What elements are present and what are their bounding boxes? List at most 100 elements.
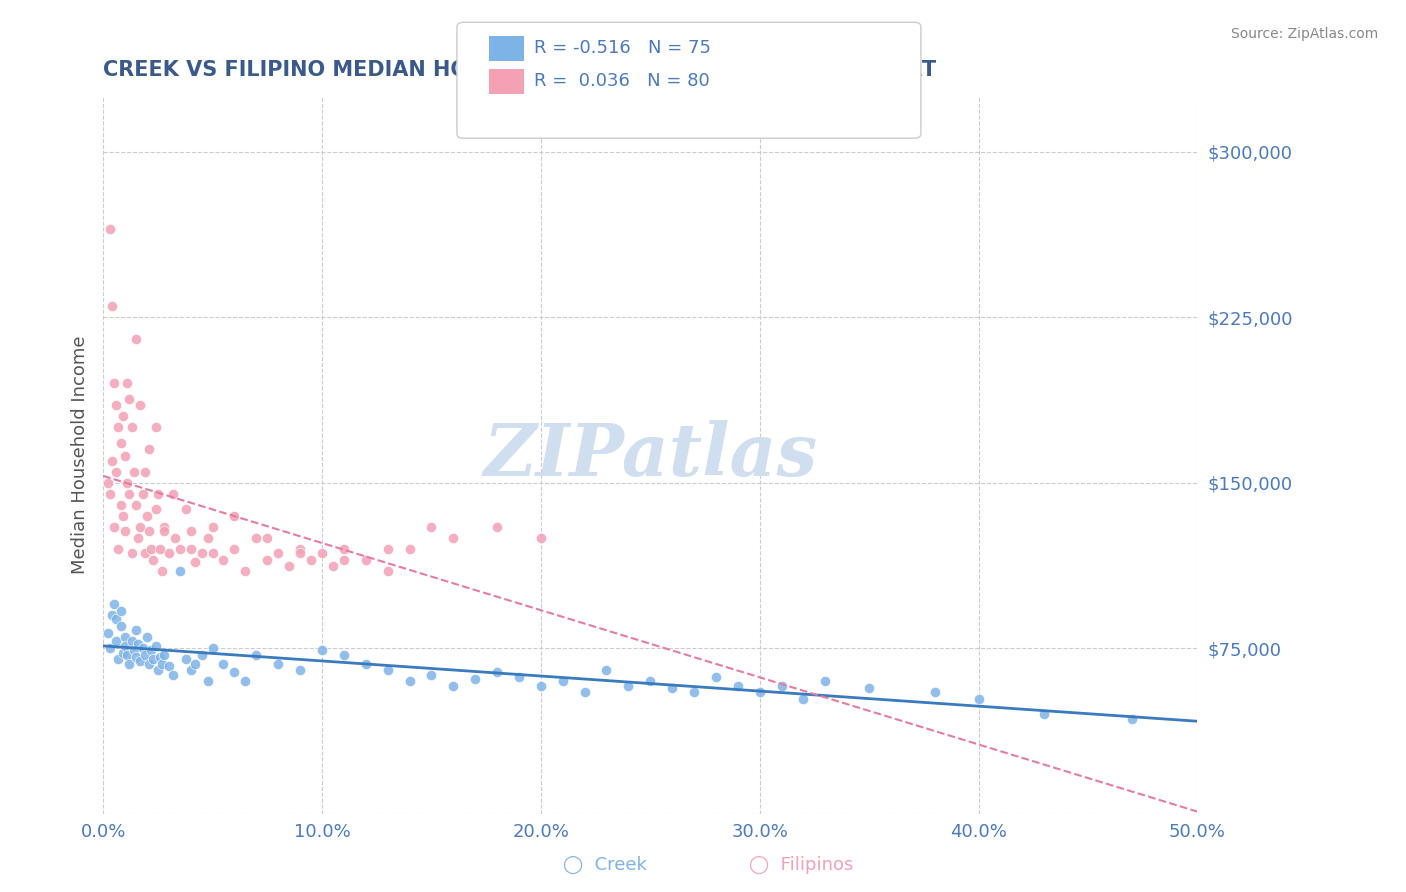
Point	[101, 299, 124, 313]
Point	[224, 541, 246, 556]
Point	[103, 376, 125, 391]
Point	[118, 486, 141, 500]
Point	[288, 663, 311, 677]
Text: ◯  Filipinos: ◯ Filipinos	[749, 856, 853, 874]
Point	[530, 531, 553, 545]
Point	[267, 657, 290, 671]
Point	[299, 553, 322, 567]
Text: ZIPatlas: ZIPatlas	[484, 419, 817, 491]
Point	[157, 658, 180, 673]
Point	[377, 663, 399, 677]
Point	[107, 541, 129, 556]
Point	[115, 475, 138, 490]
Point	[190, 546, 212, 560]
Point	[377, 541, 399, 556]
Point	[134, 546, 156, 560]
Point	[683, 685, 706, 699]
Point	[704, 670, 727, 684]
Point	[103, 597, 125, 611]
Point	[157, 546, 180, 560]
Point	[146, 486, 169, 500]
Point	[98, 486, 121, 500]
Point	[146, 663, 169, 677]
Point	[169, 564, 191, 578]
Point	[311, 643, 333, 657]
Point	[661, 681, 683, 695]
Point	[551, 674, 574, 689]
Point	[530, 679, 553, 693]
Point	[180, 541, 202, 556]
Point	[121, 546, 143, 560]
Text: R = -0.516   N = 75: R = -0.516 N = 75	[534, 39, 711, 57]
Point	[118, 392, 141, 406]
Point	[169, 541, 191, 556]
Point	[486, 665, 509, 680]
Point	[212, 657, 235, 671]
Point	[858, 681, 880, 695]
Point	[114, 524, 136, 538]
Point	[288, 546, 311, 560]
Point	[110, 436, 132, 450]
Point	[354, 657, 377, 671]
Point	[98, 222, 121, 236]
Point	[245, 648, 267, 662]
Point	[150, 564, 173, 578]
Point	[201, 641, 224, 656]
Point	[125, 498, 148, 512]
Point	[115, 376, 138, 391]
Point	[105, 465, 128, 479]
Point	[162, 667, 184, 681]
Point	[134, 465, 156, 479]
Point	[267, 546, 290, 560]
Point	[125, 649, 148, 664]
Point	[727, 679, 749, 693]
Point	[101, 453, 124, 467]
Point	[122, 643, 145, 657]
Point	[245, 531, 267, 545]
Point	[288, 541, 311, 556]
Point	[134, 648, 156, 662]
Point	[122, 465, 145, 479]
Point	[138, 442, 160, 457]
Point	[111, 646, 134, 660]
Point	[150, 657, 173, 671]
Point	[398, 674, 420, 689]
Point	[256, 553, 278, 567]
Point	[135, 630, 157, 644]
Point	[201, 546, 224, 560]
Point	[141, 643, 163, 657]
Point	[184, 657, 207, 671]
Point	[398, 541, 420, 556]
Point	[135, 508, 157, 523]
Point	[224, 665, 246, 680]
Point	[110, 619, 132, 633]
Point	[115, 648, 138, 662]
Point	[235, 564, 257, 578]
Text: CREEK VS FILIPINO MEDIAN HOUSEHOLD INCOME CORRELATION CHART: CREEK VS FILIPINO MEDIAN HOUSEHOLD INCOM…	[103, 60, 936, 79]
Text: ◯  Creek: ◯ Creek	[562, 856, 647, 874]
Point	[111, 409, 134, 424]
Point	[110, 498, 132, 512]
Point	[638, 674, 661, 689]
Point	[103, 520, 125, 534]
Point	[101, 607, 124, 622]
Point	[174, 652, 197, 666]
Point	[131, 486, 153, 500]
Point	[105, 612, 128, 626]
Point	[235, 674, 257, 689]
Point	[145, 639, 167, 653]
Point	[174, 502, 197, 516]
Point	[153, 520, 176, 534]
Point	[105, 398, 128, 412]
Point	[748, 685, 770, 699]
Point	[138, 524, 160, 538]
Point	[508, 670, 530, 684]
Point	[162, 486, 184, 500]
Point	[441, 531, 464, 545]
Point	[121, 420, 143, 434]
Point	[333, 648, 356, 662]
Point	[121, 634, 143, 648]
Point	[212, 553, 235, 567]
Point	[617, 679, 640, 693]
Point	[464, 672, 486, 686]
